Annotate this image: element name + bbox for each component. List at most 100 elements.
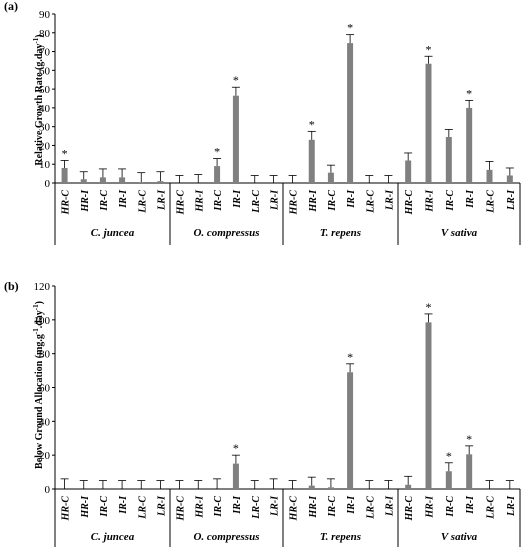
significance-marker: *	[446, 449, 452, 463]
x-tick-label: LR-C	[365, 496, 376, 520]
x-tick-label: IR-C	[445, 190, 456, 212]
bar	[308, 485, 315, 489]
x-tick-label: HR-I	[425, 495, 436, 519]
x-tick-label: IR-C	[445, 496, 456, 518]
x-tick-label: LR-C	[365, 190, 376, 214]
x-tick-label: IR-C	[327, 496, 338, 518]
y-tick-label: 100	[34, 315, 51, 327]
y-tick-label: 80	[39, 28, 51, 40]
x-tick-label: LR-I	[384, 495, 395, 517]
bar	[445, 136, 452, 183]
bar	[425, 63, 432, 184]
x-tick-label: LR-I	[156, 189, 167, 211]
x-tick-label: LR-C	[486, 190, 497, 214]
x-tick-label: HR-I	[308, 189, 319, 213]
x-tick-label: IR-I	[465, 495, 476, 515]
y-tick-label: 0	[45, 178, 51, 190]
bar	[99, 177, 106, 183]
bar	[232, 95, 239, 183]
bar	[466, 107, 473, 183]
x-tick-label: LR-C	[251, 496, 262, 520]
significance-marker: *	[309, 117, 315, 131]
x-tick-label: HR-C	[61, 496, 72, 522]
panel-label: (b)	[4, 279, 19, 293]
x-tick-label: HR-C	[404, 496, 415, 522]
y-tick-label: 50	[39, 84, 51, 96]
chart-panel-b: (b) Below Ground Allocation (mg.g-1.day-1…	[4, 279, 521, 547]
significance-marker: *	[347, 350, 353, 364]
x-tick-label: HR-C	[175, 190, 186, 216]
y-tick-label: 0	[45, 484, 51, 496]
x-tick-label: IR-I	[465, 189, 476, 209]
group-label: T. repens	[320, 531, 361, 543]
bar	[347, 372, 354, 489]
y-tick-label: 70	[39, 47, 51, 59]
y-tick-label: 80	[39, 349, 51, 361]
x-tick-label: IR-C	[327, 190, 338, 212]
x-tick-label: HR-I	[425, 189, 436, 213]
x-tick-label: IR-I	[346, 495, 357, 515]
bar	[138, 182, 145, 183]
x-tick-label: LR-I	[270, 189, 281, 211]
group-label: O. compressus	[193, 531, 259, 543]
bar	[327, 487, 334, 489]
x-tick-label: HR-I	[308, 495, 319, 519]
y-tick-label: 30	[39, 122, 51, 134]
y-tick-label: 40	[39, 103, 51, 115]
x-tick-label: HR-I	[194, 189, 205, 213]
significance-marker: *	[62, 146, 68, 160]
significance-marker: *	[214, 145, 220, 159]
bar	[119, 177, 126, 183]
y-tick-label: 10	[39, 159, 51, 171]
bar	[214, 166, 221, 183]
bar	[80, 179, 87, 183]
bar	[61, 167, 68, 183]
significance-marker: *	[233, 441, 239, 455]
bar	[232, 463, 239, 489]
x-tick-label: HR-I	[80, 495, 91, 519]
bar	[486, 169, 493, 183]
bar	[347, 43, 354, 183]
x-tick-label: IR-I	[346, 189, 357, 209]
group-label: V sativa	[441, 531, 478, 543]
significance-marker: *	[466, 86, 472, 100]
x-tick-label: IR-C	[213, 190, 224, 212]
x-tick-label: IR-C	[99, 190, 110, 212]
y-tick-label: 120	[34, 281, 51, 293]
y-tick-label: 20	[39, 450, 51, 462]
y-axis-label: Relative Growth Rate (g.day-1)	[32, 34, 45, 165]
y-tick-label: 40	[39, 416, 51, 428]
x-tick-label: LR-I	[270, 495, 281, 517]
x-tick-label: IR-I	[232, 495, 243, 515]
significance-marker: *	[426, 300, 432, 314]
x-tick-label: IR-I	[118, 495, 129, 515]
x-tick-label: LR-C	[137, 190, 148, 214]
x-tick-label: HR-C	[289, 496, 300, 522]
significance-marker: *	[466, 432, 472, 446]
significance-marker: *	[233, 73, 239, 87]
x-tick-label: IR-C	[213, 496, 224, 518]
bar	[466, 454, 473, 489]
significance-marker: *	[347, 21, 353, 35]
x-tick-label: HR-C	[61, 190, 72, 216]
group-label: C. juncea	[91, 227, 135, 239]
x-tick-label: HR-C	[175, 496, 186, 522]
x-tick-label: IR-I	[118, 189, 129, 209]
bar	[308, 139, 315, 183]
x-tick-label: IR-C	[99, 496, 110, 518]
x-tick-label: LR-I	[156, 495, 167, 517]
x-tick-label: LR-I	[384, 189, 395, 211]
x-tick-label: LR-C	[251, 190, 262, 214]
y-tick-label: 90	[39, 9, 51, 21]
x-tick-label: HR-I	[194, 495, 205, 519]
x-tick-label: IR-I	[232, 189, 243, 209]
x-tick-label: HR-I	[80, 189, 91, 213]
y-tick-label: 60	[39, 383, 51, 395]
group-label: C. juncea	[91, 531, 135, 543]
group-label: O. compressus	[193, 227, 259, 239]
bar	[405, 484, 412, 489]
y-tick-label: 60	[39, 65, 51, 77]
x-tick-label: LR-I	[506, 189, 517, 211]
x-tick-label: LR-C	[486, 496, 497, 520]
